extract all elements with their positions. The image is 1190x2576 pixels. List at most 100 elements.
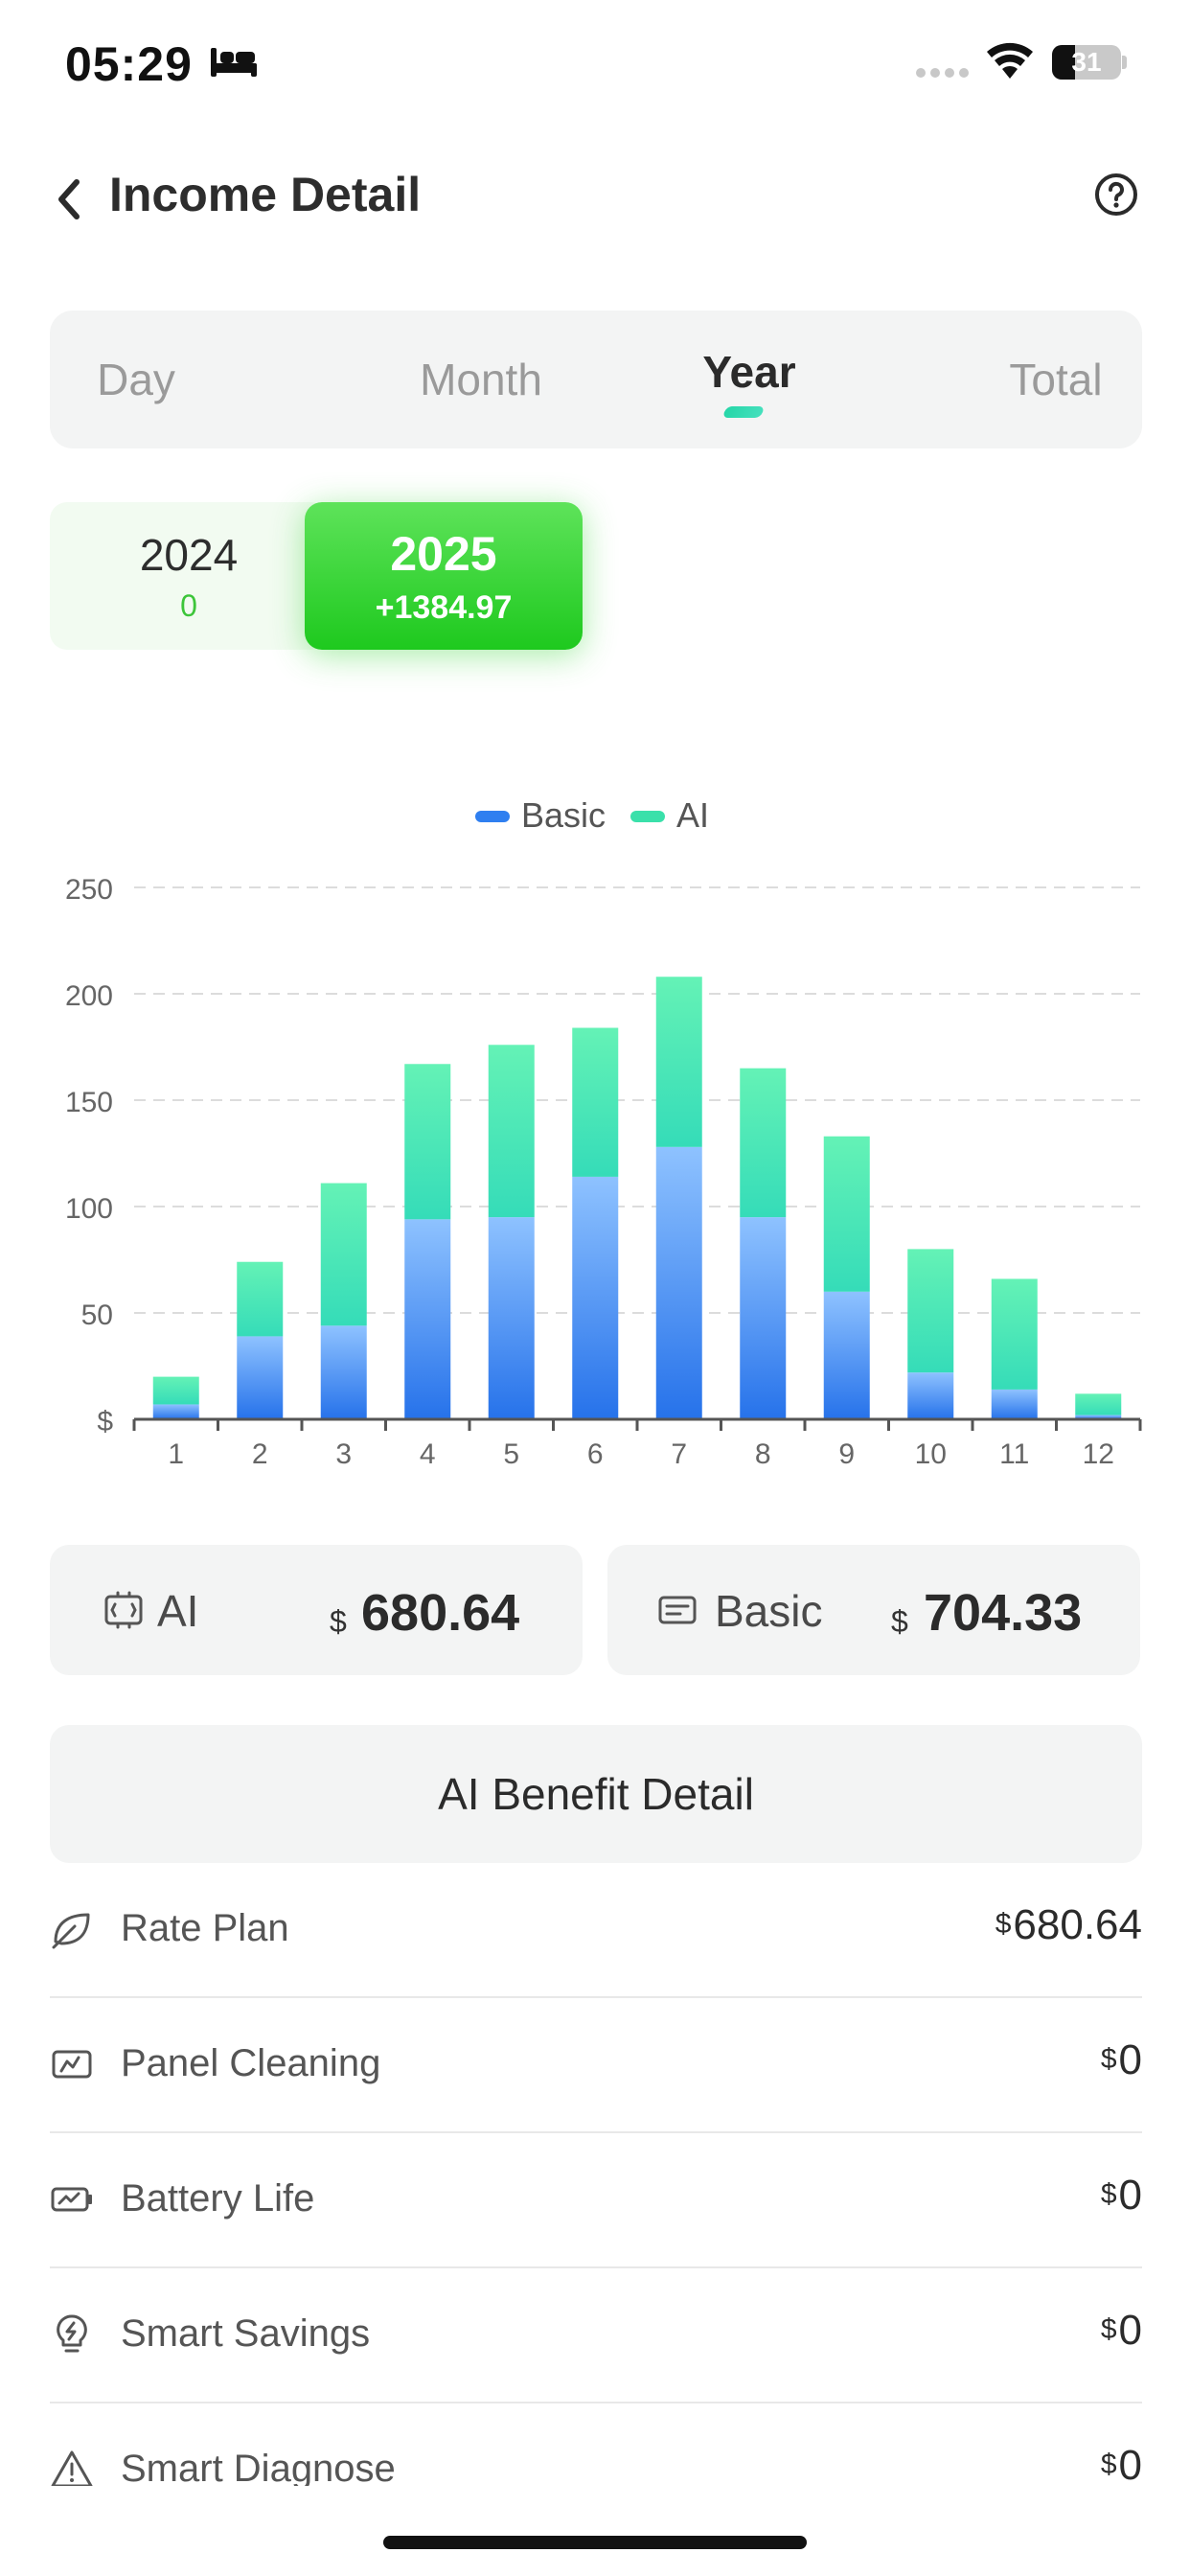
list-item-label: Battery Life — [121, 2177, 315, 2220]
list-item-smart-savings[interactable]: Smart Savings $0 — [50, 2268, 1142, 2404]
bar-ai-6 — [572, 1027, 619, 1177]
bar-ai-5 — [488, 1045, 535, 1218]
bar-basic-5 — [488, 1217, 535, 1419]
summary-ai-amount: 680.64 — [361, 1584, 520, 1642]
summary-ai-currency: $ — [330, 1604, 347, 1639]
list-item-value: $0 — [1100, 2307, 1142, 2354]
bar-ai-12 — [1075, 1393, 1122, 1415]
bar-basic-6 — [572, 1176, 619, 1419]
battery-life-icon — [51, 2187, 92, 2212]
year-label: 2024 — [139, 529, 239, 580]
list-item-rate-plan[interactable]: Rate Plan $680.64 — [50, 1863, 1142, 1998]
ai-chip-icon — [104, 1591, 143, 1629]
y-tick-label: 150 — [65, 1087, 113, 1118]
x-tick-label: 1 — [168, 1438, 184, 1470]
bar-basic-9 — [823, 1291, 870, 1419]
summary-basic-amount: 704.33 — [924, 1584, 1083, 1642]
y-tick-label: 250 — [65, 874, 113, 906]
bar-basic-3 — [320, 1325, 367, 1419]
summary-basic-label: Basic — [715, 1586, 823, 1636]
help-icon[interactable] — [1092, 171, 1140, 218]
year-card-2025[interactable]: 2025 +1384.97 — [305, 502, 583, 650]
x-tick-label: 10 — [915, 1438, 947, 1470]
x-tick-label: 11 — [999, 1438, 1029, 1470]
sleep-mode-icon — [211, 48, 257, 77]
list-item-label: Rate Plan — [121, 1907, 289, 1949]
status-time: 05:29 — [65, 37, 193, 91]
bar-ai-9 — [823, 1136, 870, 1292]
list-item-value: $0 — [1100, 2036, 1142, 2083]
x-tick-label: 7 — [671, 1438, 687, 1470]
bar-ai-1 — [152, 1376, 199, 1405]
y-tick-label: 100 — [65, 1193, 113, 1225]
x-tick-label: 4 — [420, 1438, 436, 1470]
tab-year[interactable]: Year — [702, 347, 796, 397]
list-item-label: Smart Savings — [121, 2312, 371, 2355]
ai-benefit-detail-button[interactable]: AI Benefit Detail — [50, 1725, 1142, 1863]
bar-ai-7 — [655, 977, 702, 1147]
list-item-label: Panel Cleaning — [121, 2042, 381, 2084]
bar-ai-3 — [320, 1183, 367, 1326]
year-value: +1384.97 — [375, 588, 513, 626]
summary-ai-label: AI — [157, 1586, 199, 1636]
bar-basic-8 — [740, 1217, 787, 1419]
bar-basic-10 — [907, 1372, 954, 1419]
basic-list-icon — [658, 1596, 697, 1624]
y-tick-label: $ — [97, 1406, 113, 1438]
bar-basic-2 — [237, 1336, 284, 1419]
x-tick-label: 9 — [838, 1438, 855, 1470]
warning-icon — [51, 2450, 93, 2486]
bar-ai-4 — [404, 1064, 451, 1220]
home-indicator[interactable] — [383, 2536, 807, 2549]
x-tick-label: 12 — [1083, 1438, 1114, 1470]
year-value: 0 — [180, 587, 197, 623]
x-tick-label: 2 — [252, 1438, 268, 1470]
list-item-value: $0 — [1100, 2172, 1142, 2219]
y-tick-label: 200 — [65, 980, 113, 1012]
bar-ai-10 — [907, 1249, 954, 1373]
bar-basic-7 — [655, 1146, 702, 1419]
y-tick-label: 50 — [81, 1300, 113, 1331]
bar-ai-2 — [237, 1261, 284, 1337]
x-tick-label: 3 — [335, 1438, 352, 1470]
leaf-icon — [52, 1913, 90, 1949]
year-label: 2025 — [390, 526, 497, 581]
year-card-2024[interactable]: 2024 0 — [50, 502, 328, 650]
legend-label: Basic — [521, 795, 606, 835]
battery-icon: 31 — [1052, 45, 1127, 80]
income-chart: Basic AI $50 100 150 200 250 1 2 3 4 5 6 7 8 9 10 11 12 — [0, 767, 1190, 1495]
status-bar: 05:29 31 — [0, 0, 1190, 125]
tab-total[interactable]: Total — [1009, 355, 1103, 404]
page-title: Income Detail — [109, 168, 422, 221]
x-tick-label: 6 — [587, 1438, 604, 1470]
list-item-label: Smart Diagnose — [121, 2448, 396, 2486]
chart-bars — [152, 977, 1122, 1419]
legend-label: AI — [676, 795, 709, 835]
bar-basic-11 — [991, 1389, 1038, 1419]
tab-day[interactable]: Day — [97, 355, 175, 404]
benefit-list: Rate Plan $680.64 Panel Cleaning $0 Batt… — [50, 1863, 1142, 2486]
tab-active-indicator — [721, 406, 766, 418]
bar-basic-12 — [1075, 1414, 1122, 1419]
chart-legend: Basic AI — [475, 795, 709, 835]
period-tabs: Day Month Year Total — [50, 310, 1142, 448]
bar-basic-1 — [152, 1404, 199, 1419]
bar-ai-11 — [991, 1278, 1038, 1390]
list-item-smart-diagnose[interactable]: Smart Diagnose $0 — [50, 2404, 1142, 2486]
list-item-battery-life[interactable]: Battery Life $0 — [50, 2133, 1142, 2268]
chart-grid: $50 100 150 200 250 — [65, 874, 1140, 1438]
summary-basic-currency: $ — [891, 1604, 908, 1639]
legend-swatch-ai — [630, 811, 665, 822]
bar-basic-4 — [404, 1219, 451, 1419]
back-icon[interactable] — [50, 176, 88, 222]
tab-month[interactable]: Month — [420, 355, 542, 404]
x-tick-label: 5 — [503, 1438, 519, 1470]
list-item-panel-cleaning[interactable]: Panel Cleaning $0 — [50, 1998, 1142, 2133]
nav-header: Income Detail — [0, 153, 1190, 240]
wifi-icon — [987, 42, 1033, 79]
lightbulb-icon — [57, 2314, 87, 2353]
list-item-value: $680.64 — [995, 1901, 1142, 1948]
legend-swatch-basic — [475, 811, 510, 822]
summary-ai-card: AI $ 680.64 — [50, 1545, 583, 1675]
